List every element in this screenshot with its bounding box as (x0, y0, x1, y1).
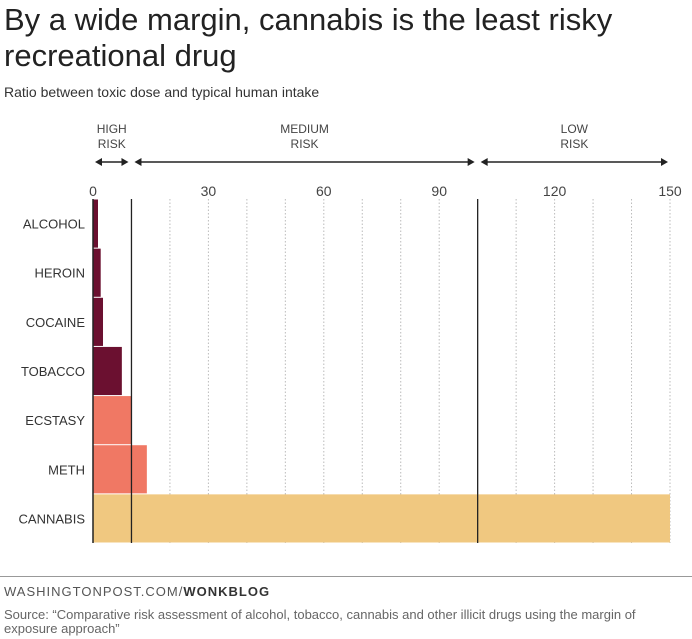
risk-zone-label: RISK (291, 137, 319, 151)
arrow-right-icon (661, 158, 668, 166)
risk-zone-label: MEDIUM (280, 122, 329, 136)
x-tick-label: 90 (431, 183, 447, 199)
bar-meth (93, 445, 147, 494)
bar-heroin (93, 248, 101, 297)
credit-section: WONKBLOG (183, 584, 271, 599)
category-label: ALCOHOL (23, 217, 85, 232)
risk-zone-label: LOW (561, 122, 589, 136)
source-note: Source: “Comparative risk assessment of … (4, 607, 636, 636)
bar-chart: ALCOHOL HEROIN COCAINE TOBACCO ECSTASY METH CA… (19, 122, 682, 543)
risk-zone-label: RISK (98, 137, 126, 151)
arrow-left-icon (134, 158, 142, 166)
risk-zone-label: RISK (560, 137, 588, 151)
category-label: ECSTASY (25, 413, 85, 428)
category-label: TOBACCO (21, 364, 85, 379)
category-label: COCAINE (26, 315, 86, 330)
bar-cannabis (93, 494, 670, 543)
risk-zone-label: HIGH (97, 122, 127, 136)
arrow-left-icon (480, 158, 488, 166)
x-tick-label: 30 (201, 183, 217, 199)
bar-ecstasy (93, 396, 132, 445)
arrow-left-icon (95, 158, 102, 166)
category-label: CANNABIS (19, 511, 86, 526)
bar-tobacco (93, 346, 122, 396)
chart-subtitle: Ratio between toxic dose and typical hum… (4, 84, 320, 100)
category-label: HEROIN (34, 266, 85, 281)
credit-site: WASHINGTONPOST.COM/ (4, 584, 184, 599)
bar-alcohol (93, 199, 99, 248)
chart-title: By a wide margin, cannabis is the least … (4, 2, 613, 73)
x-tick-label: 60 (316, 183, 332, 199)
footer-divider (0, 576, 692, 577)
arrow-right-icon (467, 158, 475, 166)
bar-cocaine (93, 297, 104, 346)
x-tick-label: 0 (89, 183, 97, 199)
category-label: METH (48, 462, 85, 477)
x-tick-label: 120 (543, 183, 567, 199)
arrow-right-icon (121, 158, 129, 166)
credit: WASHINGTONPOST.COM/WONKBLOG (4, 584, 270, 599)
x-tick-label: 150 (658, 183, 682, 199)
